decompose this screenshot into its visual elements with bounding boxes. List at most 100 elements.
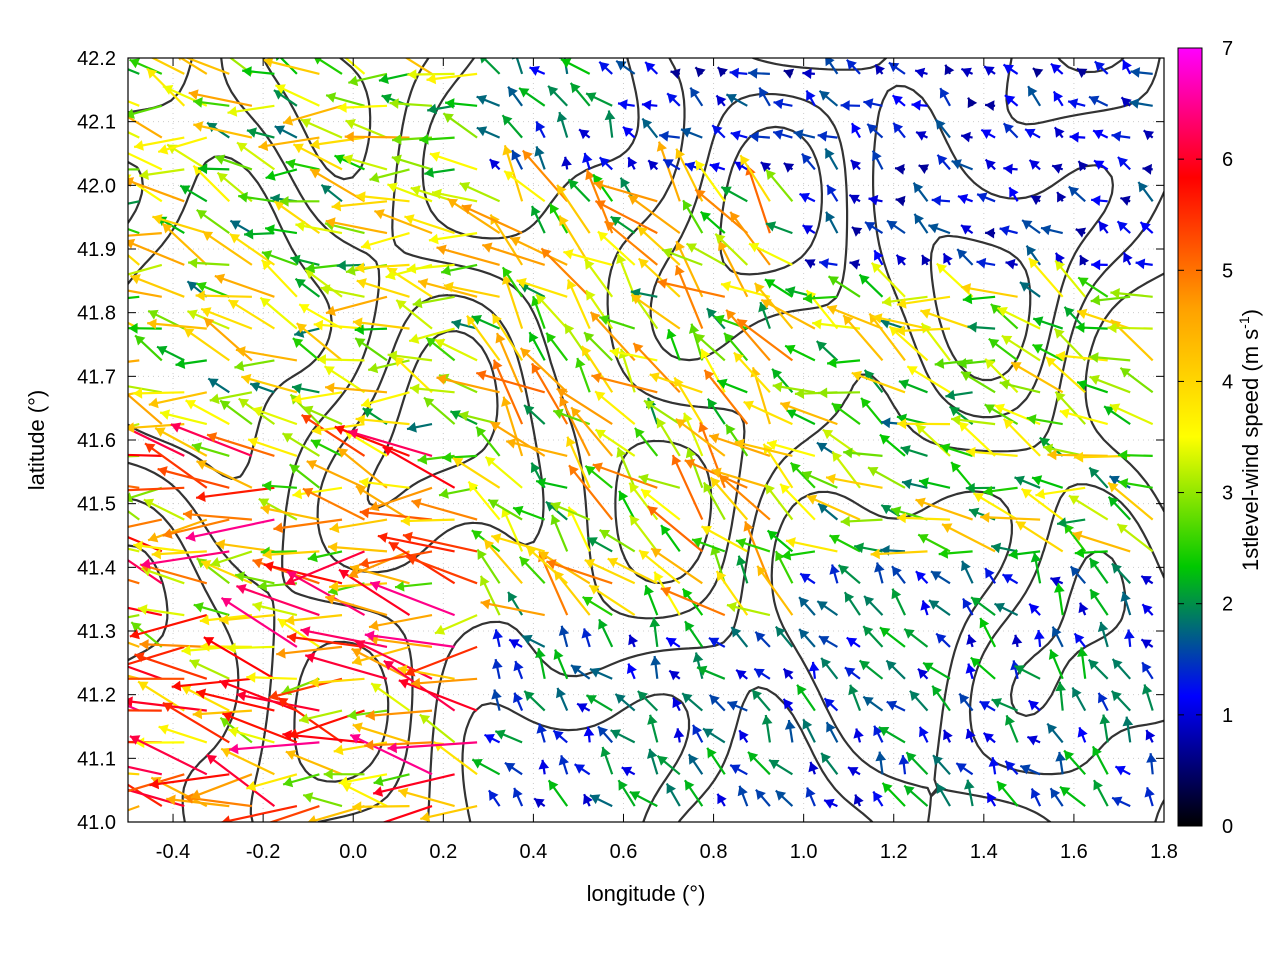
wind-arrow bbox=[820, 657, 839, 680]
wind-arrow bbox=[234, 359, 275, 372]
wind-arrow bbox=[1074, 547, 1108, 559]
wind-arrow bbox=[1051, 163, 1064, 174]
wind-arrow bbox=[636, 225, 681, 266]
wind-arrow bbox=[434, 338, 478, 362]
wind-arrow bbox=[985, 100, 996, 111]
wind-arrow bbox=[218, 679, 298, 712]
wind-arrow bbox=[962, 597, 974, 616]
wind-arrow bbox=[528, 331, 546, 361]
wind-arrow bbox=[758, 86, 771, 107]
wind-arrow bbox=[739, 154, 771, 202]
wind-arrow bbox=[501, 114, 523, 139]
wind-arrow bbox=[323, 365, 366, 394]
wind-arrow bbox=[352, 317, 410, 330]
wind-arrow bbox=[1027, 699, 1041, 712]
wind-arrow bbox=[1003, 163, 1018, 175]
wind-arrow bbox=[766, 529, 794, 553]
wind-arrow bbox=[1140, 638, 1154, 649]
wind-arrow bbox=[985, 227, 996, 239]
wind-arrow bbox=[828, 534, 861, 553]
wind-arrow bbox=[518, 555, 546, 585]
wind-arrow bbox=[1077, 160, 1089, 172]
wind-arrow bbox=[193, 121, 253, 139]
wind-arrow bbox=[823, 697, 839, 712]
wind-arrow bbox=[128, 709, 162, 712]
wind-arrow bbox=[931, 195, 951, 206]
wind-arrow bbox=[442, 112, 478, 139]
wind-arrow bbox=[1014, 475, 1041, 489]
colorbar-label-main: 1stlevel-wind speed (m s bbox=[1238, 329, 1263, 571]
wind-arrow bbox=[137, 680, 185, 712]
wind-arrow bbox=[360, 391, 410, 409]
wind-arrow bbox=[128, 289, 162, 298]
wind-arrow bbox=[932, 754, 951, 776]
wind-arrow bbox=[966, 446, 1018, 458]
wind-arrow bbox=[556, 111, 569, 138]
wind-arrow bbox=[509, 236, 568, 266]
wind-arrow bbox=[552, 729, 568, 744]
wind-arrow bbox=[521, 634, 546, 648]
wind-arrow bbox=[263, 561, 343, 585]
wind-arrow bbox=[736, 555, 749, 584]
wind-arrow bbox=[512, 505, 546, 521]
wind-arrow bbox=[888, 61, 906, 75]
wind-arrow bbox=[1067, 98, 1086, 109]
wind-arrow bbox=[274, 125, 298, 139]
wind-arrow bbox=[193, 602, 230, 617]
wind-arrow bbox=[298, 303, 343, 330]
wind-arrow bbox=[775, 789, 794, 807]
colorbar-tick-label: 4 bbox=[1222, 371, 1233, 393]
wind-arrow bbox=[364, 739, 433, 751]
wind-arrow bbox=[459, 182, 501, 203]
wind-arrow bbox=[513, 692, 524, 712]
wind-arrow bbox=[845, 58, 861, 75]
wind-arrow bbox=[735, 538, 771, 553]
wind-arrow bbox=[999, 379, 1041, 394]
wind-arrow bbox=[643, 399, 681, 426]
wind-arrow bbox=[960, 131, 973, 143]
wind-arrow bbox=[735, 669, 748, 680]
wind-arrow bbox=[508, 638, 523, 649]
wind-arrow bbox=[598, 60, 613, 75]
wind-arrow bbox=[193, 97, 230, 108]
wind-arrow bbox=[1024, 128, 1041, 139]
wind-arrow bbox=[1032, 316, 1064, 330]
wind-arrow bbox=[229, 741, 320, 755]
wind-arrow bbox=[279, 196, 320, 207]
wind-arrow bbox=[765, 168, 794, 203]
x-tick-label: 1.0 bbox=[790, 841, 818, 863]
wind-arrow bbox=[1072, 530, 1131, 553]
wind-arrow bbox=[358, 477, 410, 489]
wind-arrow bbox=[879, 433, 906, 457]
y-tick-label: 41.3 bbox=[77, 621, 116, 643]
wind-arrow bbox=[1078, 602, 1089, 616]
wind-arrow bbox=[546, 559, 613, 585]
wind-arrow bbox=[984, 358, 1019, 394]
wind-arrow bbox=[1020, 487, 1064, 521]
wind-arrow bbox=[1068, 494, 1109, 521]
wind-arrow bbox=[950, 461, 974, 489]
wind-arrow bbox=[1019, 764, 1041, 776]
wind-arrow bbox=[614, 693, 636, 712]
wind-arrow bbox=[1055, 681, 1066, 711]
wind-arrow bbox=[195, 486, 275, 502]
wind-arrow bbox=[1048, 649, 1064, 680]
wind-arrow bbox=[915, 497, 973, 521]
wind-arrow bbox=[879, 626, 906, 648]
wind-arrow bbox=[755, 788, 771, 807]
wind-arrow bbox=[589, 667, 613, 680]
wind-arrow bbox=[825, 58, 839, 75]
wind-arrow bbox=[643, 584, 659, 616]
wind-arrow bbox=[815, 340, 839, 362]
wind-arrow bbox=[289, 463, 321, 489]
wind-arrow bbox=[1054, 582, 1065, 616]
wind-arrow bbox=[400, 515, 455, 527]
wind-arrow bbox=[694, 332, 726, 362]
wind-arrow bbox=[761, 714, 773, 743]
wind-arrow bbox=[864, 221, 884, 235]
wind-arrow bbox=[1049, 576, 1064, 587]
wind-arrow bbox=[1063, 749, 1087, 776]
wind-arrow bbox=[610, 215, 636, 235]
wind-arrow bbox=[387, 182, 433, 203]
y-tick-label: 41.8 bbox=[77, 303, 116, 325]
